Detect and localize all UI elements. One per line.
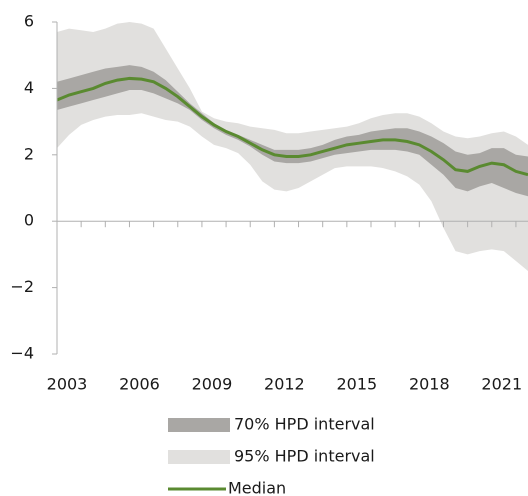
x-tick-label: 2006 [119,375,160,394]
y-tick-label: 2 [24,144,34,163]
x-tick-label: 2003 [47,375,88,394]
hpd-band [57,22,528,271]
x-tick-label: 2015 [336,375,377,394]
hpd-band [57,65,528,197]
y-tick-label: 4 [24,78,34,97]
x-tick-label: 2021 [481,375,522,394]
legend-swatch [168,450,230,464]
legend-label: 95% HPD interval [234,447,375,466]
x-tick-label: 2012 [264,375,305,394]
y-tick-label: −4 [10,344,34,363]
y-tick-label: 6 [24,12,34,31]
legend-label: Median [228,479,286,496]
x-tick-label: 2009 [192,375,233,394]
y-tick-label: −2 [10,277,34,296]
x-tick-label: 2018 [409,375,450,394]
median-line [56,76,528,177]
y-tick-label: 0 [24,211,34,230]
legend-swatch [168,418,230,432]
legend-label: 70% HPD interval [234,415,375,434]
